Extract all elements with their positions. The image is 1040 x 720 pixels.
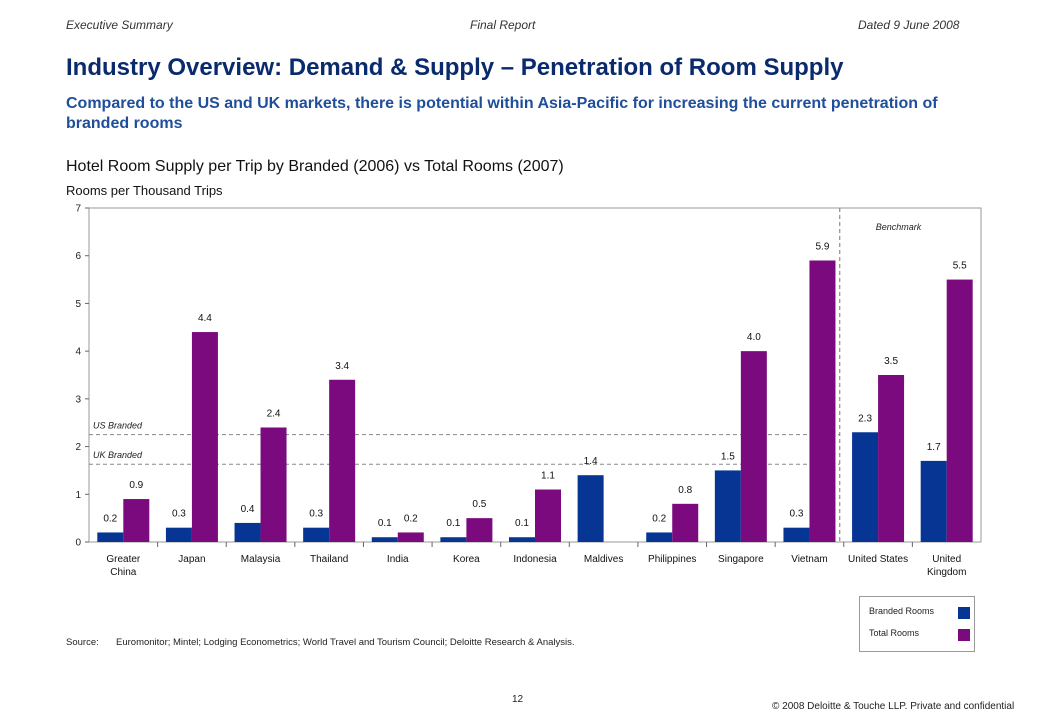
bar-branded bbox=[577, 475, 604, 542]
source-text: Euromonitor; Mintel; Lodging Econometric… bbox=[116, 637, 575, 648]
bar-total bbox=[809, 260, 836, 542]
bar-branded bbox=[920, 460, 947, 542]
chart-y-unit-label: Rooms per Thousand Trips bbox=[66, 183, 223, 198]
header-section-label: Executive Summary bbox=[66, 18, 173, 32]
bar-total bbox=[123, 499, 150, 542]
bar-branded bbox=[646, 532, 673, 542]
data-label: 1.4 bbox=[584, 456, 598, 467]
bar-total bbox=[672, 503, 699, 542]
bar-total bbox=[878, 375, 905, 542]
chart-legend: Branded Rooms Total Rooms bbox=[859, 596, 975, 652]
header-report-label: Final Report bbox=[470, 18, 536, 32]
header-date: Dated 9 June 2008 bbox=[858, 18, 960, 32]
copyright-notice: © 2008 Deloitte & Touche LLP. Private an… bbox=[772, 701, 1015, 712]
data-label: 0.2 bbox=[103, 513, 117, 524]
data-label: 4.4 bbox=[198, 313, 212, 324]
bar-branded bbox=[783, 527, 810, 542]
chart-title: Hotel Room Supply per Trip by Branded (2… bbox=[66, 158, 564, 175]
data-label: 4.0 bbox=[747, 332, 761, 343]
bar-branded bbox=[852, 432, 879, 542]
reference-line-label: US Branded bbox=[93, 421, 143, 431]
x-category-label: Singapore bbox=[718, 554, 764, 565]
bar-total bbox=[946, 279, 973, 542]
data-label: 0.9 bbox=[129, 480, 143, 491]
bar-branded bbox=[440, 537, 467, 542]
data-label: 0.2 bbox=[404, 513, 418, 524]
bar-branded bbox=[234, 522, 261, 542]
data-label: 1.5 bbox=[721, 451, 735, 462]
data-label: 0.3 bbox=[172, 509, 186, 520]
data-label: 2.4 bbox=[267, 408, 281, 419]
y-tick-label: 5 bbox=[75, 299, 81, 310]
x-category-label: Japan bbox=[178, 554, 205, 565]
data-label: 5.9 bbox=[816, 241, 830, 252]
page-title: Industry Overview: Demand & Supply – Pen… bbox=[66, 54, 844, 81]
x-category-label: Vietnam bbox=[791, 554, 828, 565]
bar-total bbox=[329, 379, 356, 542]
bar-branded bbox=[165, 527, 192, 542]
data-label: 1.7 bbox=[927, 442, 941, 453]
x-category-label: Indonesia bbox=[513, 554, 557, 565]
y-tick-label: 3 bbox=[75, 394, 81, 405]
reference-line-label: UK Branded bbox=[93, 450, 143, 460]
legend-label-total: Total Rooms bbox=[869, 628, 920, 638]
x-category-label: Maldives bbox=[584, 554, 623, 565]
data-label: 0.1 bbox=[515, 518, 529, 529]
bar-total bbox=[466, 518, 493, 542]
page-subtitle: Compared to the US and UK markets, there… bbox=[66, 95, 938, 132]
x-category-label: India bbox=[387, 554, 409, 565]
y-tick-label: 7 bbox=[75, 204, 81, 215]
legend-swatch-branded bbox=[958, 607, 970, 619]
bar-total bbox=[191, 332, 218, 542]
data-label: 0.5 bbox=[472, 499, 486, 510]
legend-label-branded: Branded Rooms bbox=[869, 606, 935, 616]
bar-total bbox=[397, 532, 424, 542]
y-tick-label: 4 bbox=[75, 347, 81, 358]
data-label: 0.1 bbox=[378, 518, 392, 529]
data-label: 0.1 bbox=[446, 518, 460, 529]
y-tick-label: 1 bbox=[75, 490, 81, 501]
bar-total bbox=[535, 489, 561, 542]
x-category-label: Thailand bbox=[310, 554, 348, 565]
data-label: 1.1 bbox=[541, 471, 555, 482]
data-label: 0.3 bbox=[309, 509, 323, 520]
bar-total bbox=[260, 427, 287, 542]
data-label: 5.5 bbox=[953, 261, 967, 272]
benchmark-label: Benchmark bbox=[876, 222, 922, 232]
bar-chart: 0 1 2 3 4 5 6 7 Benchmark US Branded UK Branded 0.2… bbox=[75, 204, 982, 578]
data-label: 0.3 bbox=[790, 509, 804, 520]
x-category-label: United States bbox=[848, 554, 908, 565]
legend-swatch-total bbox=[958, 629, 970, 641]
page-number: 12 bbox=[512, 694, 524, 705]
data-label: 3.5 bbox=[884, 356, 898, 367]
x-category-label: China bbox=[110, 567, 137, 578]
bar-branded bbox=[371, 537, 398, 542]
x-category-label: Korea bbox=[453, 554, 480, 565]
y-tick-label: 6 bbox=[75, 251, 81, 262]
data-label: 3.4 bbox=[335, 361, 349, 372]
data-label: 0.8 bbox=[678, 485, 692, 496]
x-category-label: Philippines bbox=[648, 554, 696, 565]
data-label: 2.3 bbox=[858, 413, 872, 424]
bar-branded bbox=[509, 537, 535, 542]
bar-branded bbox=[714, 470, 741, 542]
data-label: 0.2 bbox=[652, 513, 666, 524]
x-category-label: Greater bbox=[106, 554, 141, 565]
bar-branded bbox=[97, 532, 124, 542]
bar-total bbox=[740, 351, 767, 542]
data-label: 0.4 bbox=[241, 504, 255, 515]
source-label: Source: bbox=[66, 637, 99, 648]
x-category-label: Kingdom bbox=[927, 567, 966, 578]
bar-branded bbox=[303, 527, 330, 542]
x-category-label: United bbox=[932, 554, 961, 565]
y-tick-label: 2 bbox=[75, 442, 81, 453]
y-tick-label: 0 bbox=[75, 538, 81, 549]
x-category-label: Malaysia bbox=[241, 554, 281, 565]
source-note: Source: Euromonitor; Mintel; Lodging Econ… bbox=[66, 637, 575, 648]
